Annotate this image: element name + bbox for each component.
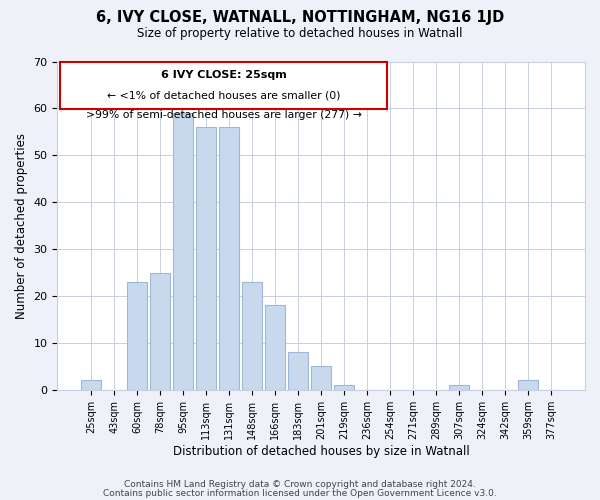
Bar	[334, 385, 354, 390]
Bar	[82, 380, 101, 390]
Bar	[173, 113, 193, 390]
Text: 6 IVY CLOSE: 25sqm: 6 IVY CLOSE: 25sqm	[161, 70, 286, 80]
Y-axis label: Number of detached properties: Number of detached properties	[15, 132, 28, 318]
Bar	[289, 352, 308, 390]
Text: >99% of semi-detached houses are larger (277) →: >99% of semi-detached houses are larger …	[86, 110, 362, 120]
Text: ← <1% of detached houses are smaller (0): ← <1% of detached houses are smaller (0)	[107, 90, 340, 100]
FancyBboxPatch shape	[60, 62, 387, 109]
Bar	[311, 366, 331, 390]
Bar	[196, 127, 216, 390]
X-axis label: Distribution of detached houses by size in Watnall: Distribution of detached houses by size …	[173, 444, 470, 458]
Text: 6, IVY CLOSE, WATNALL, NOTTINGHAM, NG16 1JD: 6, IVY CLOSE, WATNALL, NOTTINGHAM, NG16 …	[96, 10, 504, 25]
Text: Contains HM Land Registry data © Crown copyright and database right 2024.: Contains HM Land Registry data © Crown c…	[124, 480, 476, 489]
Bar	[151, 272, 170, 390]
Text: Contains public sector information licensed under the Open Government Licence v3: Contains public sector information licen…	[103, 488, 497, 498]
Bar	[127, 282, 147, 390]
Bar	[220, 127, 239, 390]
Bar	[265, 306, 285, 390]
Bar	[449, 385, 469, 390]
Bar	[242, 282, 262, 390]
Text: Size of property relative to detached houses in Watnall: Size of property relative to detached ho…	[137, 28, 463, 40]
Bar	[518, 380, 538, 390]
